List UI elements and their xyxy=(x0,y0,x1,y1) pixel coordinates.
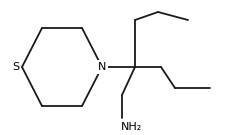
Text: NH₂: NH₂ xyxy=(121,122,142,132)
Text: N: N xyxy=(97,62,106,72)
Text: S: S xyxy=(12,62,19,72)
